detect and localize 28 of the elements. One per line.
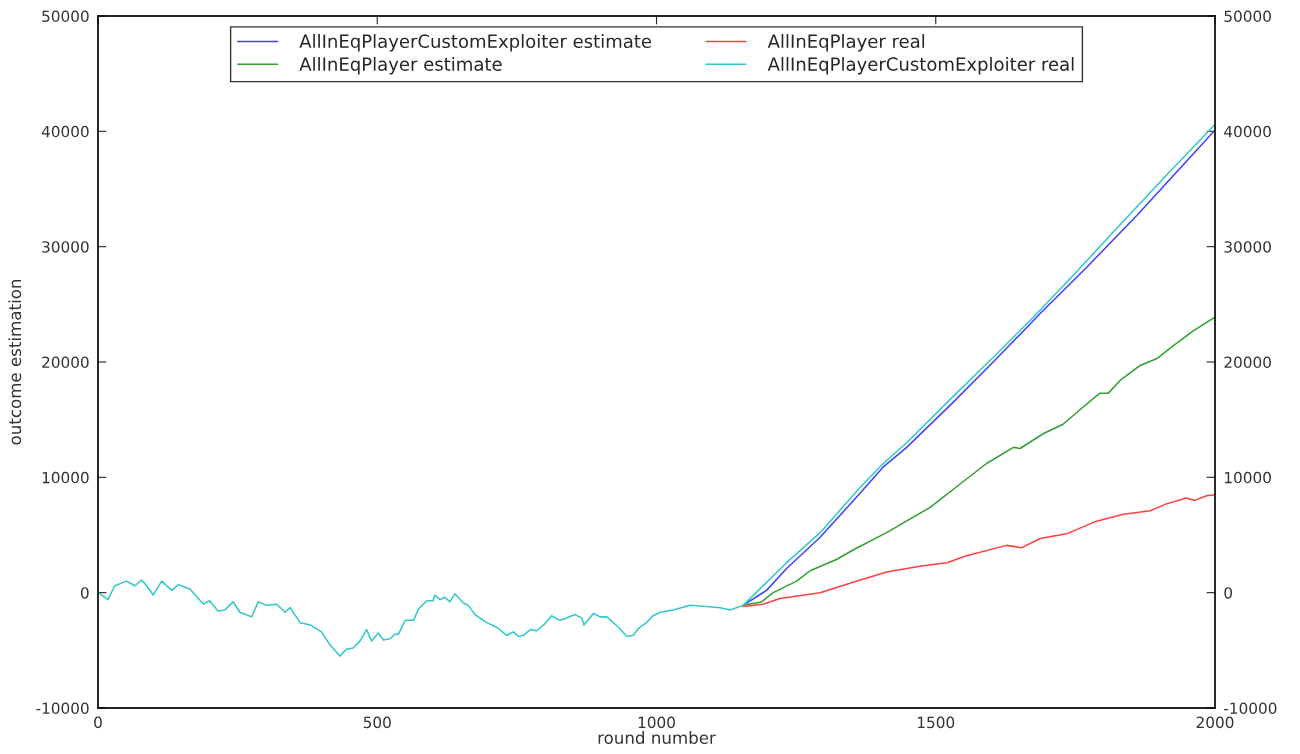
x-axis-title: round number — [598, 731, 716, 745]
x-tick-label: 1500 — [917, 716, 955, 729]
y2-tick-label: 10000 — [1225, 471, 1271, 484]
x-tick-label: 500 — [363, 716, 391, 729]
y-tick-label: 50000 — [42, 10, 89, 23]
y2-tick-label: -10000 — [1224, 702, 1277, 715]
y2-tick-label: 50000 — [1224, 10, 1271, 23]
line-series — [98, 123, 1215, 657]
legend-label: AllInEqPlayer estimate — [299, 56, 502, 75]
y-tick-label: -10000 — [36, 702, 89, 715]
x-tick-label: 0 — [94, 716, 102, 729]
y-tick-label: 40000 — [41, 125, 89, 138]
y-tick-label: 0 — [80, 587, 89, 599]
y2-tick-label: 0 — [1224, 587, 1233, 599]
line-series — [742, 493, 1215, 608]
y2-tick-label: 30000 — [1224, 241, 1271, 253]
legend-label: AllInEqPlayerCustomExploiter real — [767, 56, 1074, 75]
legend-label: AllInEqPlayerCustomExploiter estimate — [299, 34, 652, 52]
y-axis-title: outcome estimation — [8, 279, 22, 445]
legend-label: AllInEqPlayer real — [767, 34, 925, 52]
y2-tick-label: 40000 — [1224, 125, 1271, 138]
y-tick-label: 20000 — [42, 356, 89, 369]
x-tick-label: 1000 — [638, 716, 675, 729]
y2-tick-label: 20000 — [1224, 356, 1271, 369]
line-series — [742, 316, 1215, 607]
x-tick-label: 2000 — [1196, 716, 1234, 729]
y-tick-label: 30000 — [42, 241, 89, 253]
y-tick-label: 10000 — [42, 471, 89, 484]
